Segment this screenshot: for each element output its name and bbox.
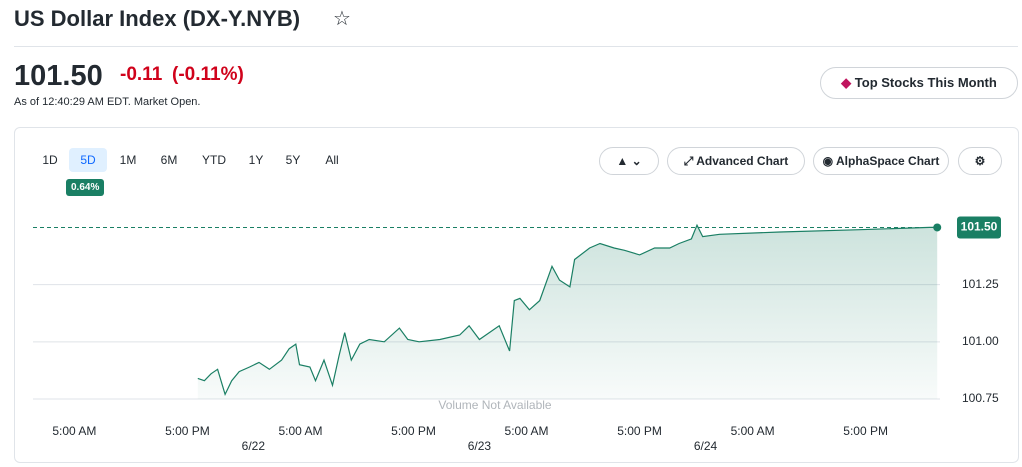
advanced-chart-button[interactable]: ⤢ Advanced Chart: [667, 147, 805, 175]
range-tab[interactable]: 6M: [160, 153, 178, 167]
range-change-badge: 0.64%: [66, 179, 105, 196]
change-percent: (-0.11%): [172, 64, 244, 85]
alphaspace-button[interactable]: ◉ AlphaSpace Chart: [813, 147, 949, 175]
range-tab[interactable]: 1D: [42, 153, 58, 167]
y-tick-label: 101.00: [962, 334, 999, 348]
button-label: AlphaSpace Chart: [836, 154, 940, 168]
range-tab[interactable]: 5D: [69, 148, 107, 172]
watchlist-star[interactable]: ☆: [333, 8, 351, 30]
range-tab[interactable]: All: [325, 153, 339, 167]
x-tick-label: 5:00 PM: [165, 424, 210, 438]
volume-note: Volume Not Available: [438, 398, 552, 412]
price: 101.50: [14, 60, 103, 92]
date-label: 6/22: [242, 439, 266, 453]
settings-button[interactable]: ⚙: [958, 147, 1002, 175]
last-point: [933, 223, 942, 232]
x-tick-label: 5:00 AM: [731, 424, 775, 438]
x-tick-label: 5:00 AM: [278, 424, 322, 438]
chart-type-button[interactable]: ▲ ⌄: [599, 147, 659, 175]
price-line: [197, 223, 938, 397]
divider: [14, 46, 1018, 47]
range-tab[interactable]: 1Y: [248, 153, 264, 167]
timestamp: As of 12:40:29 AM EDT. Market Open.: [14, 96, 201, 108]
top-stocks-button[interactable]: ◆ Top Stocks This Month: [820, 67, 1018, 99]
area-fill: [197, 225, 938, 399]
button-label: Top Stocks This Month: [854, 75, 997, 90]
date-label: 6/23: [468, 439, 492, 453]
x-tick-label: 5:00 PM: [843, 424, 888, 438]
button-label: Advanced Chart: [696, 154, 789, 168]
y-tick-label: 100.75: [962, 391, 999, 405]
range-tab[interactable]: YTD: [202, 153, 226, 167]
title: US Dollar Index (DX-Y.NYB): [14, 6, 301, 31]
last-price-label: 101.50: [961, 220, 998, 234]
range-tab[interactable]: 1M: [119, 153, 137, 167]
range-tab[interactable]: 5Y: [285, 153, 301, 167]
chart-card: [14, 127, 1019, 463]
y-tick-label: 101.25: [962, 277, 999, 291]
x-tick-label: 5:00 AM: [52, 424, 96, 438]
change: -0.11: [120, 64, 163, 85]
x-tick-label: 5:00 PM: [391, 424, 436, 438]
last-price-badge: [957, 216, 1001, 239]
date-label: 6/24: [694, 439, 718, 453]
x-tick-label: 5:00 AM: [505, 424, 549, 438]
x-tick-label: 5:00 PM: [617, 424, 662, 438]
